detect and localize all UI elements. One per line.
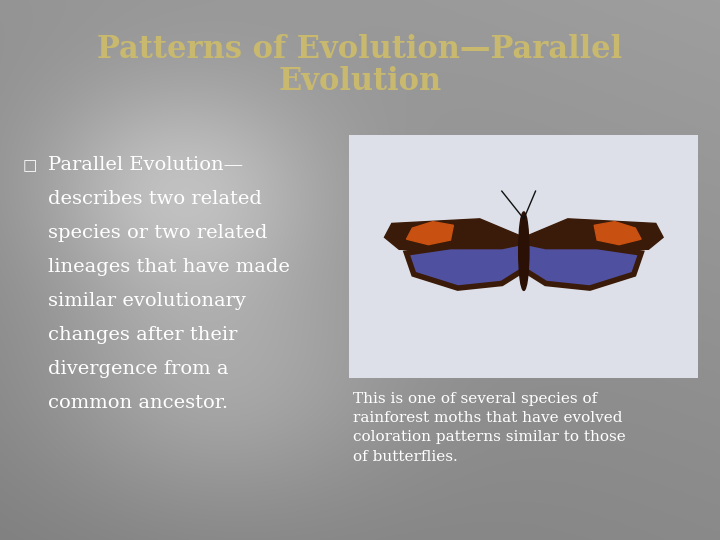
- Polygon shape: [523, 242, 641, 288]
- FancyBboxPatch shape: [349, 135, 698, 378]
- Ellipse shape: [518, 212, 529, 291]
- Text: This is one of several species of
rainforest moths that have evolved
coloration : This is one of several species of rainfo…: [353, 392, 626, 464]
- Text: describes two related: describes two related: [48, 190, 262, 208]
- Text: common ancestor.: common ancestor.: [48, 394, 228, 412]
- Text: Parallel Evolution—: Parallel Evolution—: [48, 156, 243, 174]
- Text: similar evolutionary: similar evolutionary: [48, 292, 246, 310]
- Text: Evolution: Evolution: [279, 66, 441, 98]
- Polygon shape: [384, 219, 523, 251]
- Text: changes after their: changes after their: [48, 326, 238, 344]
- Text: divergence from a: divergence from a: [48, 360, 228, 378]
- Polygon shape: [407, 221, 454, 245]
- Text: □: □: [23, 158, 37, 173]
- Text: lineages that have made: lineages that have made: [48, 258, 290, 276]
- Text: Patterns of Evolution—Parallel: Patterns of Evolution—Parallel: [97, 35, 623, 65]
- Polygon shape: [594, 221, 641, 245]
- Text: species or two related: species or two related: [48, 224, 267, 242]
- Polygon shape: [523, 219, 663, 251]
- Polygon shape: [407, 242, 523, 288]
